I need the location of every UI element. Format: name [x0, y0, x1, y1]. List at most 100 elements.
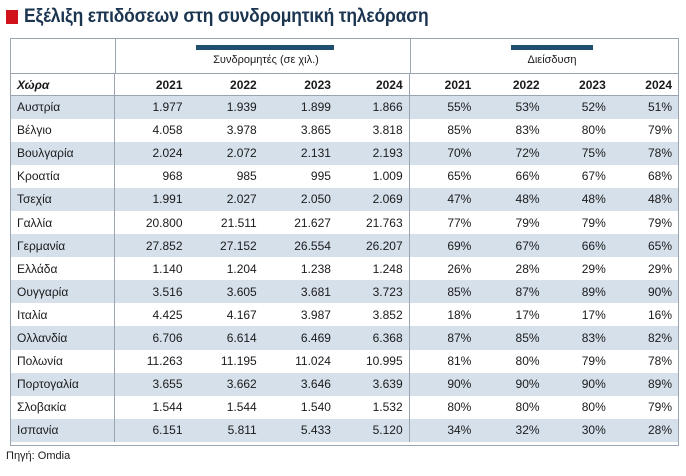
subscribers-cell: 2.024 [113, 141, 189, 165]
subscribers-cell: 1.939 [188, 95, 263, 119]
table-row: Κροατία 968 985 995 1.009 65% 66% 67% 68% [11, 164, 678, 188]
subscribers-cell: 4.167 [188, 303, 263, 327]
subscribers-cell: 2.072 [188, 141, 263, 165]
subscribers-cell: 4.058 [113, 118, 189, 142]
penetration-cell: 67% [545, 164, 612, 188]
table-row: Γαλλία 20.800 21.511 21.627 21.763 77% 79% 79% 7… [11, 210, 678, 235]
subscribers-cell: 11.263 [113, 349, 189, 373]
penetration-group-bar [511, 45, 593, 50]
subscribers-cell: 3.978 [188, 118, 263, 142]
subscribers-cell: 1.977 [113, 95, 189, 119]
penetration-cell: 29% [545, 257, 612, 281]
subscribers-cell: 3.865 [262, 118, 337, 142]
penetration-cell: 48% [477, 187, 546, 211]
subscribers-cell: 26.207 [336, 234, 410, 258]
penetration-cell: 72% [477, 141, 546, 165]
subscribers-cell: 3.646 [262, 372, 337, 396]
penetration-cell: 28% [611, 418, 678, 442]
country-cell: Τσεχία [11, 187, 115, 211]
subscribers-cell: 1.238 [262, 257, 337, 281]
subscribers-cell: 968 [113, 164, 189, 188]
subscribers-cell: 3.655 [113, 372, 189, 396]
penetration-cell: 85% [408, 280, 478, 304]
subscribers-cell: 21.627 [262, 210, 337, 235]
penetration-cell: 17% [477, 303, 546, 327]
column-header-year: 2022 [188, 73, 263, 96]
penetration-cell: 34% [408, 418, 478, 442]
country-cell: Βέλγιο [11, 118, 115, 142]
header-divider [410, 39, 411, 73]
penetration-cell: 85% [408, 118, 478, 142]
penetration-cell: 83% [545, 326, 612, 350]
penetration-group-label: Διείσδυση [527, 54, 577, 66]
subscribers-cell: 10.995 [336, 349, 410, 373]
table-row: Ολλανδία 6.706 6.614 6.469 6.368 87% 85% 83% 82% [11, 326, 678, 350]
penetration-cell: 80% [545, 395, 612, 419]
penetration-cell: 80% [477, 395, 546, 419]
penetration-cell: 78% [611, 349, 678, 373]
subscribers-cell: 5.811 [188, 418, 263, 442]
penetration-cell: 79% [477, 210, 546, 235]
penetration-cell: 52% [545, 95, 612, 119]
table-row: Ουγγαρία 3.516 3.605 3.681 3.723 85% 87% 89% 90% [11, 280, 678, 304]
penetration-cell: 67% [477, 234, 546, 258]
penetration-cell: 66% [545, 234, 612, 258]
subscribers-cell: 3.818 [336, 118, 410, 142]
country-cell: Πορτογαλία [11, 372, 115, 396]
penetration-cell: 75% [545, 141, 612, 165]
country-cell: Ισπανία [11, 418, 115, 442]
subscribers-cell: 1.532 [336, 395, 410, 419]
subscribers-cell: 1.866 [336, 95, 410, 119]
column-header-year: 2024 [611, 73, 678, 96]
title-row: Εξέλιξη επιδόσεων στη συνδρομητική τηλεό… [6, 6, 464, 28]
country-cell: Βουλγαρία [11, 141, 115, 165]
penetration-cell: 53% [477, 95, 546, 119]
subscribers-group-label: Συνδρομητές (σε χιλ.) [213, 54, 319, 66]
subscribers-cell: 20.800 [113, 210, 189, 235]
column-header-year: 2023 [262, 73, 337, 96]
subscribers-cell: 5.433 [262, 418, 337, 442]
subscribers-cell: 4.425 [113, 303, 189, 327]
penetration-cell: 79% [611, 210, 678, 235]
subscribers-cell: 2.131 [262, 141, 337, 165]
subscribers-cell: 26.554 [262, 234, 337, 258]
table-row: Γερμανία 27.852 27.152 26.554 26.207 69% 67% 66… [11, 234, 678, 258]
penetration-cell: 80% [477, 349, 546, 373]
penetration-cell: 79% [611, 118, 678, 142]
subscribers-group-bar [196, 45, 334, 50]
table-row: Σλοβακία 1.544 1.544 1.540 1.532 80% 80% 80% 79% [11, 395, 678, 419]
source-note: Πηγή: Omdia [6, 450, 71, 462]
table-row: Πολωνία 11.263 11.195 11.024 10.995 81% 80% 79%… [11, 349, 678, 373]
penetration-cell: 90% [611, 280, 678, 304]
page-title: Εξέλιξη επιδόσεων στη συνδρομητική τηλεό… [24, 6, 429, 27]
penetration-cell: 68% [611, 164, 678, 188]
column-header-country: Χώρα [11, 73, 115, 96]
penetration-cell: 55% [408, 95, 478, 119]
country-cell: Σλοβακία [11, 395, 115, 419]
penetration-cell: 48% [545, 187, 612, 211]
subscribers-cell: 3.639 [336, 372, 410, 396]
penetration-cell: 77% [408, 210, 478, 235]
penetration-cell: 82% [611, 326, 678, 350]
subscribers-cell: 21.763 [336, 210, 410, 235]
subscribers-cell: 1.009 [336, 164, 410, 188]
subscribers-cell: 27.852 [113, 234, 189, 258]
penetration-cell: 87% [408, 326, 478, 350]
country-cell: Γαλλία [11, 210, 115, 235]
penetration-cell: 89% [545, 280, 612, 304]
subscribers-cell: 3.987 [262, 303, 337, 327]
subscribers-cell: 6.469 [262, 326, 337, 350]
penetration-cell: 90% [477, 372, 546, 396]
table-row: Πορτογαλία 3.655 3.662 3.646 3.639 90% 90% 90% 8… [11, 372, 678, 396]
table-row: Βέλγιο 4.058 3.978 3.865 3.818 85% 83% 80% 79% [11, 118, 678, 142]
penetration-cell: 70% [408, 141, 478, 165]
subscribers-cell: 11.024 [262, 349, 337, 373]
table-body: Αυστρία 1.977 1.939 1.899 1.866 55% 53% 52% 51% Β… [11, 95, 678, 442]
subscribers-cell: 5.120 [336, 418, 410, 442]
penetration-cell: 87% [477, 280, 546, 304]
table-row: Ισπανία 6.151 5.811 5.433 5.120 34% 32% 30% 28% [11, 418, 678, 442]
subscribers-cell: 3.662 [188, 372, 263, 396]
subscribers-cell: 6.368 [336, 326, 410, 350]
subscribers-cell: 2.069 [336, 187, 410, 211]
subscribers-cell: 1.899 [262, 95, 337, 119]
